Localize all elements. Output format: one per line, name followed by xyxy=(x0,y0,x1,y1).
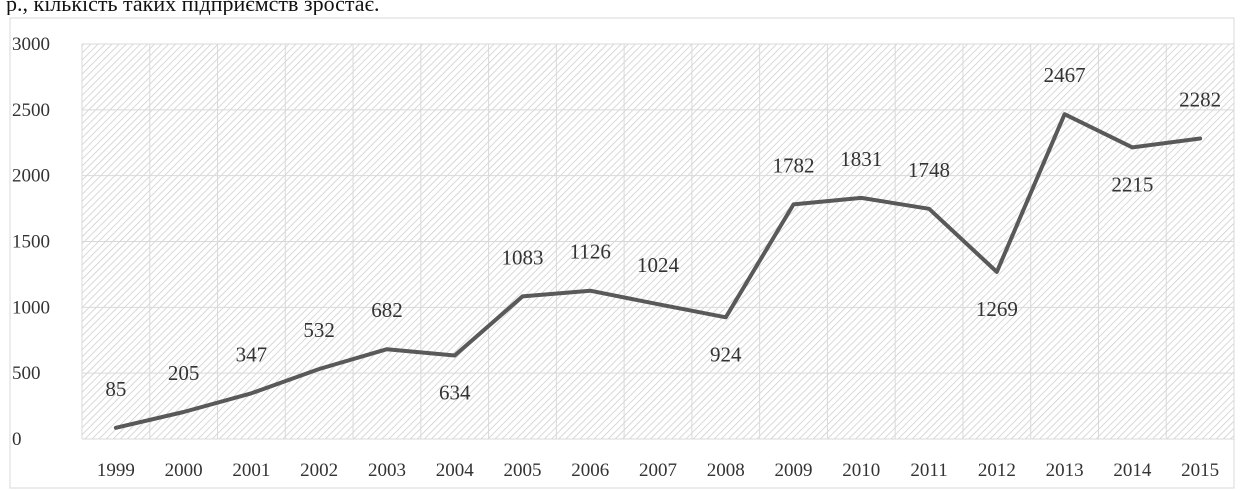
data-label: 1782 xyxy=(773,153,815,177)
data-label: 1269 xyxy=(976,297,1018,321)
data-labels: 85 205 347 532 682 634 1083 1126 1024 924 1782 1831… xyxy=(105,63,1221,404)
x-tick-label: 2008 xyxy=(707,460,745,481)
x-tick-label: 2010 xyxy=(842,460,880,481)
x-tick-label: 2011 xyxy=(910,460,947,481)
y-tick-label: 2500 xyxy=(12,100,50,121)
x-tick-label: 2005 xyxy=(503,460,541,481)
x-tick-label: 2002 xyxy=(300,460,338,481)
x-tick-label: 2013 xyxy=(1046,460,1084,481)
data-label: 85 xyxy=(105,377,126,401)
data-label: 2215 xyxy=(1111,172,1153,196)
gridlines xyxy=(81,43,1235,440)
y-tick-label: 3000 xyxy=(12,34,50,55)
x-axis: 1999 2000 2001 2002 2003 2004 2005 2006 2007 2008… xyxy=(97,460,1219,481)
y-axis: 0 500 1000 1500 2000 2500 3000 xyxy=(12,34,50,450)
data-label: 1748 xyxy=(908,158,950,182)
data-label: 1831 xyxy=(840,147,882,171)
x-tick-label: 2006 xyxy=(571,460,609,481)
x-tick-label: 2014 xyxy=(1113,460,1152,481)
y-tick-label: 1500 xyxy=(12,232,50,253)
y-tick-label: 1000 xyxy=(12,297,50,318)
x-tick-label: 1999 xyxy=(97,460,135,481)
caption-text-fragment: р., кількість таких підприємств зростає. xyxy=(6,0,380,15)
data-label: 924 xyxy=(710,342,742,366)
data-label: 1083 xyxy=(501,245,543,269)
data-label: 1126 xyxy=(570,240,611,264)
data-label: 532 xyxy=(303,318,335,342)
x-tick-label: 2004 xyxy=(436,460,475,481)
y-tick-label: 500 xyxy=(12,363,41,384)
data-label: 1024 xyxy=(637,253,680,277)
data-label: 634 xyxy=(439,381,471,405)
x-tick-label: 2007 xyxy=(639,460,677,481)
series-line xyxy=(113,112,1203,430)
data-label: 205 xyxy=(168,361,200,385)
y-tick-label: 2000 xyxy=(12,166,50,187)
x-tick-label: 2001 xyxy=(232,460,270,481)
x-tick-label: 2009 xyxy=(775,460,813,481)
data-label: 682 xyxy=(371,298,403,322)
data-label: 2467 xyxy=(1044,63,1086,87)
data-label: 2282 xyxy=(1179,88,1221,112)
x-tick-label: 2012 xyxy=(978,460,1016,481)
x-tick-label: 2015 xyxy=(1181,460,1219,481)
x-tick-label: 2003 xyxy=(368,460,406,481)
x-tick-label: 2000 xyxy=(165,460,203,481)
y-tick-label: 0 xyxy=(12,429,22,450)
data-label: 347 xyxy=(236,342,268,366)
